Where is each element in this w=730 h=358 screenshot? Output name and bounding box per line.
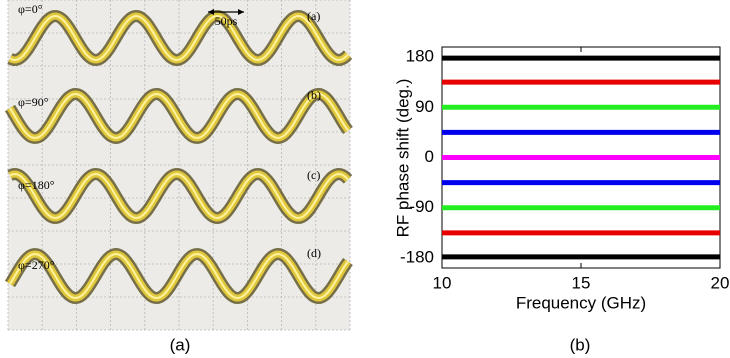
caption: (a) — [170, 335, 191, 354]
y-tick-label: 0 — [425, 147, 434, 166]
scale-label: 50ps — [215, 14, 238, 28]
panel-label: (d) — [307, 246, 321, 260]
phase-label: φ=180° — [18, 178, 55, 192]
x-tick-label: 20 — [711, 273, 730, 292]
caption: (b) — [570, 335, 591, 354]
x-tick-label: 10 — [433, 273, 452, 292]
y-tick-label: 90 — [415, 97, 434, 116]
y-tick-label: -180 — [400, 247, 434, 266]
y-tick-label: -90 — [409, 197, 434, 216]
phase-label: φ=0° — [18, 2, 43, 16]
x-tick-label: 15 — [572, 273, 591, 292]
phase-label: φ=90° — [18, 95, 49, 109]
figure: 50ps φ=0° φ=90° φ=180° φ=270° (a) (b) (c… — [0, 0, 730, 358]
y-tick-label: 180 — [406, 47, 434, 66]
panel-label: (b) — [307, 88, 321, 102]
panel-label: (c) — [307, 168, 320, 182]
x-axis-title: Frequency (GHz) — [516, 293, 646, 312]
phase-label: φ=270° — [18, 258, 55, 272]
panel-label: (a) — [307, 9, 320, 23]
